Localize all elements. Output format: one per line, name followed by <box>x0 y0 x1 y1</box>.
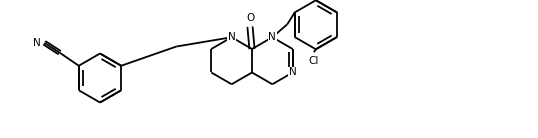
Text: O: O <box>246 13 254 23</box>
Text: Cl: Cl <box>309 56 319 66</box>
Text: N: N <box>268 32 276 42</box>
Text: N: N <box>289 67 296 78</box>
Text: N: N <box>32 38 40 48</box>
Text: N: N <box>228 32 236 42</box>
